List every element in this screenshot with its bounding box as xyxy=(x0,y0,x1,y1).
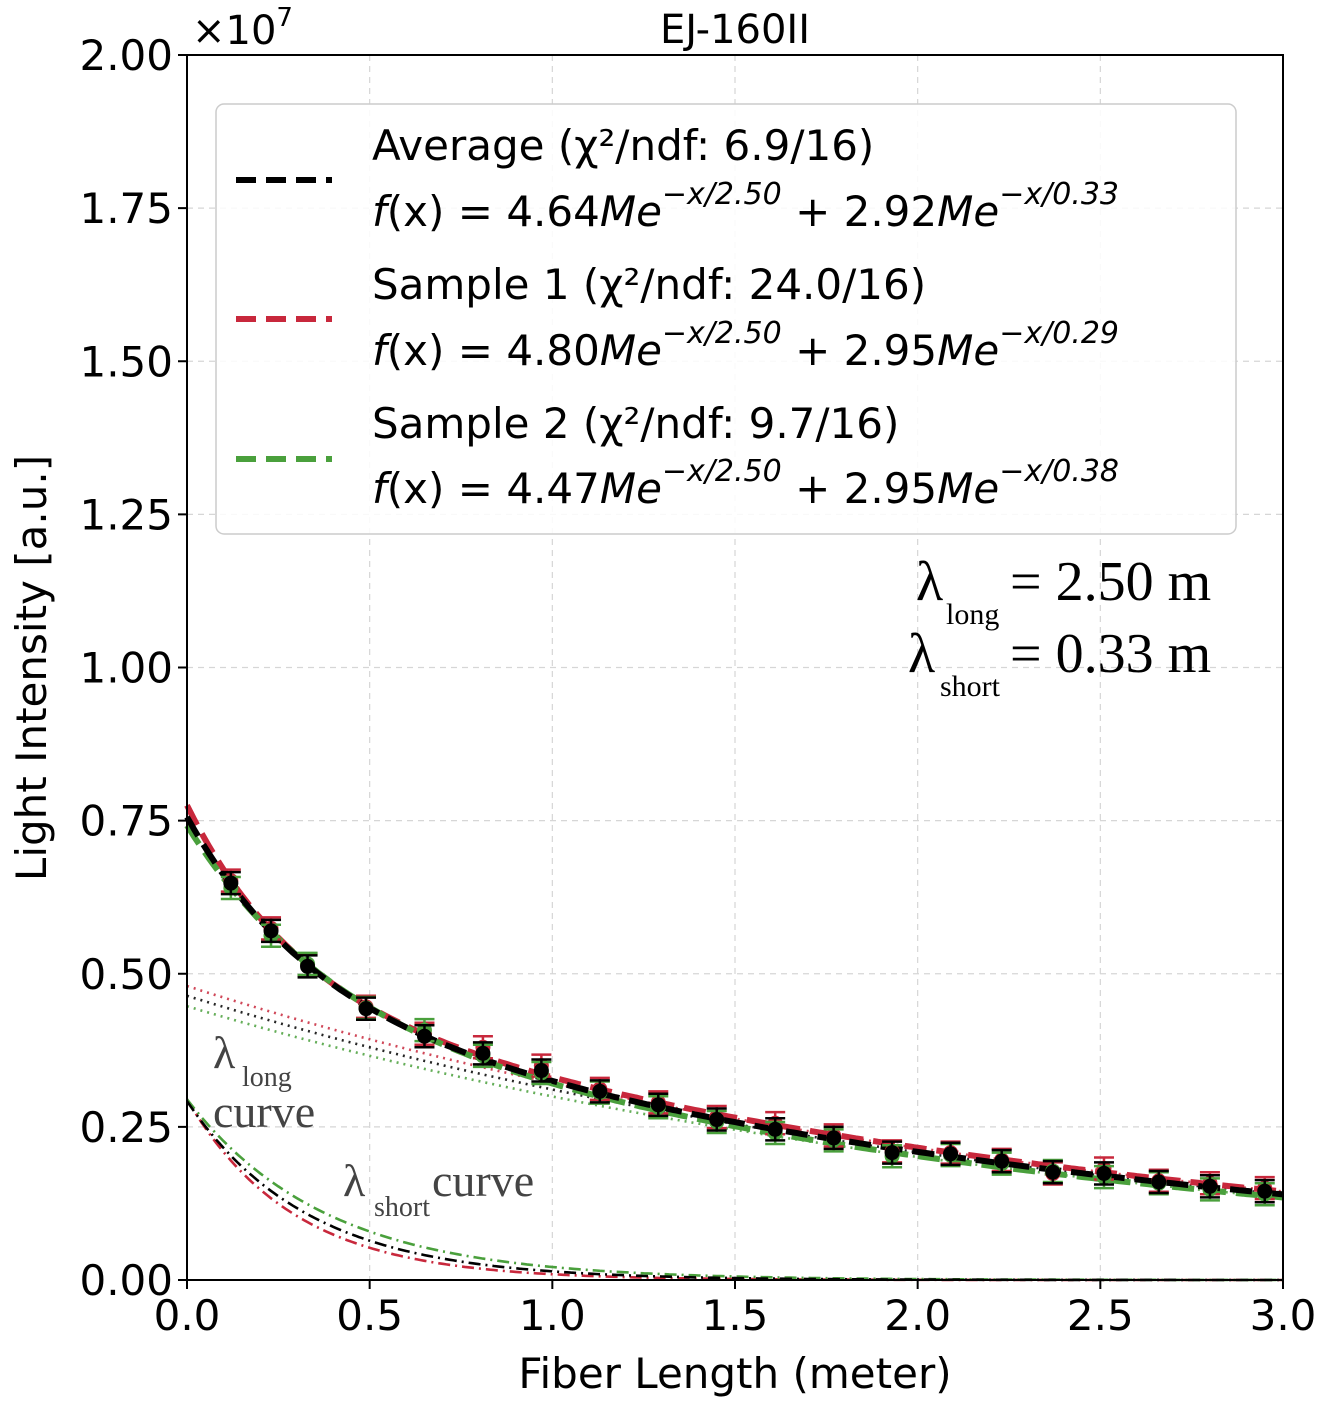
data-point-average xyxy=(826,1130,842,1146)
legend-formula-average: f(x) = 4.64Me−x/2.50 + 2.92Me−x/0.33 xyxy=(372,177,1119,236)
data-points xyxy=(220,868,1275,1207)
long-curve-symbol: λ xyxy=(213,1027,236,1078)
lambda-long-value: = 2.50 m xyxy=(1010,551,1211,613)
data-point-average xyxy=(650,1097,666,1113)
y-axis-title: Light Intensity [a.u.] xyxy=(7,455,56,881)
x-tick-label: 2.5 xyxy=(1067,1291,1134,1340)
x-tick-label: 3.0 xyxy=(1250,1291,1317,1340)
legend: Average (χ²/ndf: 6.9/16) f(x) = 4.64Me−x… xyxy=(215,103,1237,535)
chart-title: EJ-160II xyxy=(660,7,810,53)
data-point-average xyxy=(884,1145,900,1161)
data-point-average xyxy=(1151,1174,1167,1190)
data-point-average xyxy=(475,1045,491,1061)
long-component-curve-sample-2 xyxy=(186,1004,1284,1199)
legend-label-average: Average (χ²/ndf: 6.9/16) xyxy=(372,121,874,170)
x-tick-label: 2.0 xyxy=(884,1291,951,1340)
axis-ticks: 0.0 0.5 1.0 1.5 2.0 2.5 3.0 0.00 0.25 0.50 0.75 1.0… xyxy=(79,31,1316,1340)
data-point-average xyxy=(533,1063,549,1079)
data-point-average xyxy=(767,1121,783,1137)
legend-label-sample-2: Sample 2 (χ²/ndf: 9.7/16) xyxy=(372,399,899,448)
long-curve-word: curve xyxy=(213,1086,315,1137)
data-point-average xyxy=(1202,1178,1218,1194)
short-curve-word: curve xyxy=(432,1155,534,1206)
data-point-average xyxy=(1045,1164,1061,1180)
x-tick-label: 0.0 xyxy=(154,1291,221,1340)
y-tick-label: 0.75 xyxy=(79,797,173,846)
x-axis-title: Fiber Length (meter) xyxy=(518,1349,951,1398)
legend-formula-sample-1: f(x) = 4.80Me−x/2.50 + 2.95Me−x/0.29 xyxy=(372,316,1119,375)
data-point-average xyxy=(416,1028,432,1044)
y-tick-label: 1.75 xyxy=(79,184,173,233)
lambda-short-curve-label: λ short curve xyxy=(343,1155,534,1223)
data-point-average xyxy=(300,958,316,974)
data-point-average xyxy=(709,1112,725,1128)
lambda-long-symbol: λ xyxy=(916,551,943,613)
y-tick-label: 1.25 xyxy=(79,490,173,539)
data-point-average xyxy=(592,1083,608,1099)
x-tick-label: 0.5 xyxy=(336,1291,403,1340)
y-tick-label: 0.00 xyxy=(79,1256,173,1305)
data-point-average xyxy=(1257,1183,1273,1199)
lambda-short-symbol: λ xyxy=(908,623,935,685)
legend-box xyxy=(215,103,1237,535)
lambda-short-sub: short xyxy=(940,670,1001,703)
short-curve-sub: short xyxy=(374,1192,430,1223)
data-point-average xyxy=(943,1146,959,1162)
lambda-long-sub: long xyxy=(946,598,999,631)
data-point-average xyxy=(1096,1165,1112,1181)
lambda-values-annotation: λ long = 2.50 m λ short = 0.33 m xyxy=(908,551,1211,703)
y-tick-label: 2.00 xyxy=(79,31,173,80)
x-tick-label: 1.5 xyxy=(702,1291,769,1340)
data-point-average xyxy=(994,1153,1010,1169)
y-tick-label: 1.50 xyxy=(79,337,173,386)
y-tick-label: 0.50 xyxy=(79,950,173,999)
y-tick-label: 1.00 xyxy=(79,644,173,693)
legend-label-sample-1: Sample 1 (χ²/ndf: 24.0/16) xyxy=(372,260,926,309)
fit-curves xyxy=(184,803,1284,1282)
lambda-short-value: = 0.33 m xyxy=(1010,623,1211,685)
y-multiplier: ×107 xyxy=(192,3,293,54)
short-curve-symbol: λ xyxy=(343,1155,366,1206)
lambda-long-curve-label: λ long curve xyxy=(213,1027,315,1137)
long-component-curve-sample-1 xyxy=(186,984,1284,1193)
long-curve-sub: long xyxy=(242,1062,292,1093)
y-exponent: 7 xyxy=(276,3,293,33)
x-tick-label: 1.0 xyxy=(519,1291,586,1340)
data-point-average xyxy=(223,875,239,891)
data-point-average xyxy=(263,923,279,939)
data-point-average xyxy=(358,1001,374,1017)
y-tick-label: 0.25 xyxy=(79,1103,173,1152)
legend-formula-sample-2: f(x) = 4.47Me−x/2.50 + 2.95Me−x/0.38 xyxy=(372,454,1119,513)
